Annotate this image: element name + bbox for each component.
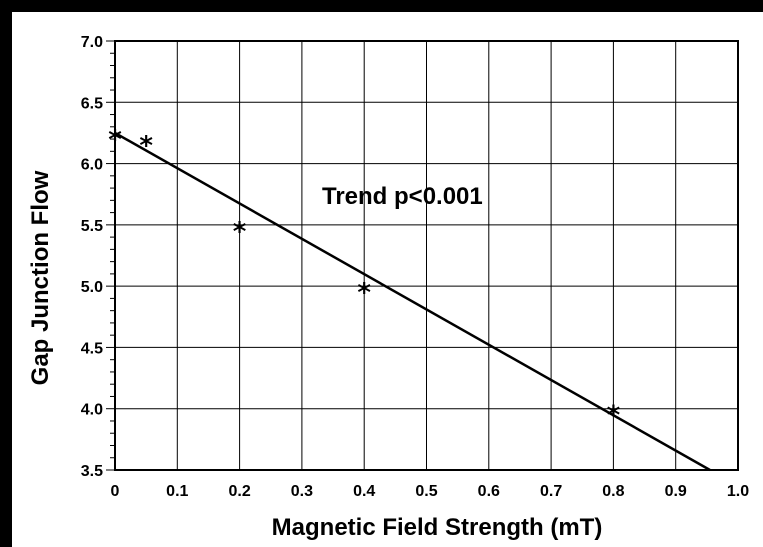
y-tick-label: 4.0 xyxy=(81,402,103,419)
data-point: * xyxy=(357,278,371,308)
y-minor-ticks xyxy=(106,40,115,471)
x-tick-label: 0.6 xyxy=(478,483,500,500)
data-point: * xyxy=(607,401,621,431)
x-tick-label: 0.1 xyxy=(166,483,188,500)
data-points: * * * * * xyxy=(108,125,620,431)
y-tick-label: 5.0 xyxy=(81,279,103,296)
trend-line xyxy=(114,131,711,472)
grid xyxy=(115,41,738,470)
y-tick-labels: 3.5 4.0 4.5 5.0 5.5 6.0 6.5 7.0 xyxy=(81,34,103,480)
frame-left xyxy=(0,0,12,547)
data-point: * xyxy=(233,217,247,247)
trend-annotation: Trend p<0.001 xyxy=(322,183,483,210)
y-tick-label: 4.5 xyxy=(81,340,103,357)
data-point: * xyxy=(139,131,153,161)
x-tick-label: 1.0 xyxy=(727,483,749,500)
x-tick-label: 0.9 xyxy=(665,483,687,500)
y-tick-label: 3.5 xyxy=(81,463,103,480)
x-tick-label: 0.8 xyxy=(602,483,624,500)
x-tick-label: 0.5 xyxy=(415,483,437,500)
y-tick-label: 5.5 xyxy=(81,218,103,235)
x-tick-label: 0.4 xyxy=(353,483,375,500)
x-tick-label: 0.3 xyxy=(291,483,313,500)
x-tick-labels: 0 0.1 0.2 0.3 0.4 0.5 0.6 0.7 0.8 0.9 1.0 xyxy=(111,483,750,500)
y-tick-label: 7.0 xyxy=(81,34,103,51)
y-axis-title: Gap Junction Flow xyxy=(27,170,54,385)
x-tick-label: 0.2 xyxy=(228,483,250,500)
x-tick-label: 0.7 xyxy=(540,483,562,500)
data-point: * xyxy=(108,125,122,155)
y-tick-label: 6.5 xyxy=(81,95,103,112)
x-tick-label: 0 xyxy=(111,483,120,500)
y-tick-label: 6.0 xyxy=(81,157,103,174)
plot-area xyxy=(114,40,739,471)
frame-top xyxy=(0,0,763,12)
x-axis-title: Magnetic Field Strength (mT) xyxy=(272,514,603,541)
